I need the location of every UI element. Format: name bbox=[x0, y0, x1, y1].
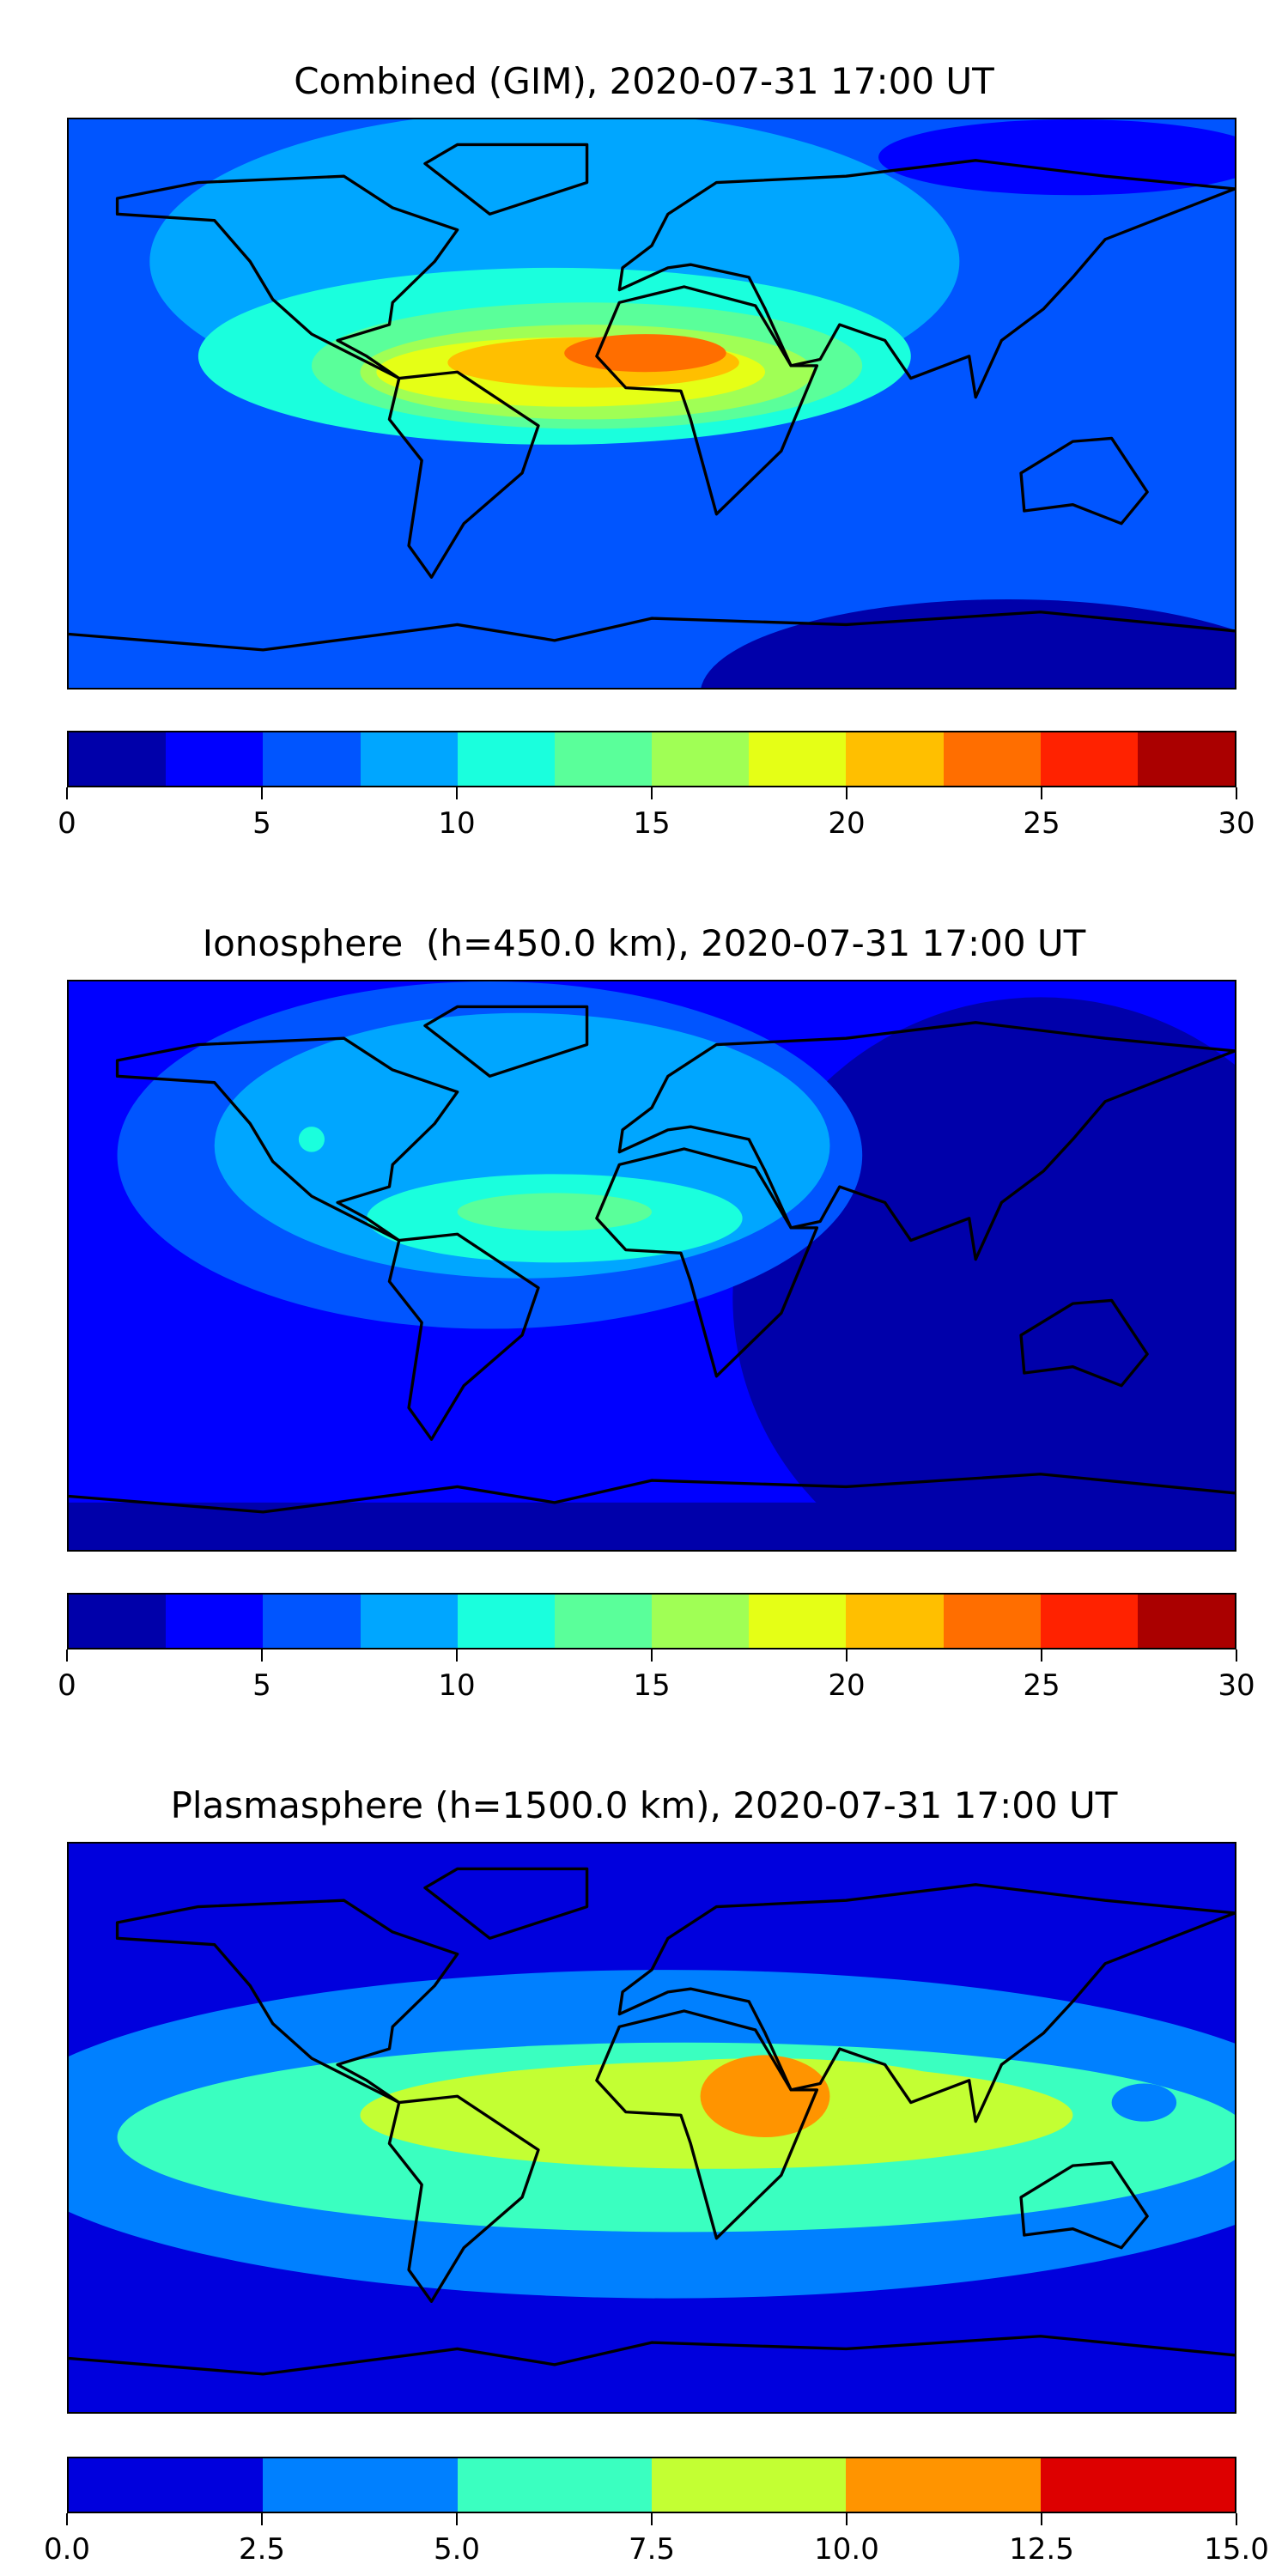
contour-fill bbox=[69, 1502, 1235, 1550]
colorbar-tick-mark bbox=[455, 1649, 458, 1662]
colorbar-tick-label: 10 bbox=[438, 1668, 476, 1703]
contour-fill bbox=[1111, 2083, 1177, 2122]
colorbar-tick-label: 25 bbox=[1023, 806, 1060, 841]
colorbar-tick-mark bbox=[1236, 1649, 1237, 1662]
colorbar-tick-label: 5 bbox=[252, 1668, 271, 1703]
colorbar-tick-label: 7.5 bbox=[628, 2532, 676, 2567]
contour-fill bbox=[700, 2055, 830, 2138]
colorbar-tick-label: 12.5 bbox=[1009, 2532, 1074, 2567]
contour-fill bbox=[564, 334, 726, 373]
combined-map bbox=[67, 118, 1236, 690]
colorbar bbox=[67, 731, 1236, 787]
colorbar-tick-label: 10 bbox=[438, 806, 476, 841]
contour-fill bbox=[878, 119, 1235, 196]
colorbar-tick-mark bbox=[455, 2513, 458, 2525]
contour-fill bbox=[457, 1193, 652, 1231]
colorbar-tick-mark bbox=[1236, 787, 1237, 799]
colorbar-tick-mark bbox=[845, 1649, 848, 1662]
colorbar-tick-label: 10.0 bbox=[814, 2532, 879, 2567]
panel-title: Ionosphere (h=450.0 km), 2020-07-31 17:0… bbox=[202, 922, 1086, 964]
plasmasphere-map bbox=[67, 1842, 1236, 2414]
colorbar-tick-mark bbox=[260, 1649, 263, 1662]
colorbar-tick-mark bbox=[260, 2513, 263, 2525]
colorbar-tick-mark bbox=[1041, 787, 1042, 799]
colorbar-ticks: 0 5 10 15 20 25 30 bbox=[58, 787, 1255, 841]
colorbar-tick-label: 15.0 bbox=[1204, 2532, 1269, 2567]
colorbar-tick-mark bbox=[66, 787, 68, 799]
colorbar-ticks: 0 5 10 15 20 25 30 bbox=[58, 1649, 1255, 1703]
contour-fill bbox=[701, 599, 1235, 688]
colorbar-tick-label: 30 bbox=[1218, 806, 1255, 841]
colorbar-tick-label: 0 bbox=[58, 806, 76, 841]
colorbar-tick-mark bbox=[651, 1649, 653, 1662]
colorbar-tick-mark bbox=[1236, 2513, 1237, 2525]
colorbar-tick-label: 0 bbox=[58, 1668, 76, 1703]
colorbar-tick-label: 5.0 bbox=[433, 2532, 481, 2567]
colorbar-tick-mark bbox=[1041, 1649, 1042, 1662]
colorbar-tick-label: 15 bbox=[633, 806, 671, 841]
colorbar-tick-label: 30 bbox=[1218, 1668, 1255, 1703]
colorbar-tick-label: 0.0 bbox=[43, 2532, 91, 2567]
colorbar bbox=[67, 1593, 1236, 1649]
panel-title: Plasmasphere (h=1500.0 km), 2020-07-31 1… bbox=[170, 1784, 1118, 1826]
colorbar-tick-label: 2.5 bbox=[238, 2532, 286, 2567]
colorbar-ticks: 0.0 2.5 5.0 7.5 10.0 12.5 15.0 bbox=[44, 2513, 1269, 2567]
colorbar-tick-label: 25 bbox=[1023, 1668, 1060, 1703]
colorbar-tick-label: 20 bbox=[828, 1668, 866, 1703]
colorbar-tick-mark bbox=[1041, 2513, 1042, 2525]
colorbar-tick-mark bbox=[651, 2513, 653, 2525]
ionosphere-map bbox=[67, 980, 1236, 1552]
colorbar-tick-label: 5 bbox=[252, 806, 271, 841]
colorbar bbox=[67, 2457, 1236, 2513]
contour-fill bbox=[298, 1127, 325, 1152]
colorbar-tick-mark bbox=[66, 2513, 68, 2525]
colorbar-tick-mark bbox=[845, 2513, 848, 2525]
panel-title: Combined (GIM), 2020-07-31 17:00 UT bbox=[294, 60, 994, 102]
colorbar-tick-mark bbox=[845, 787, 848, 799]
colorbar-tick-mark bbox=[455, 787, 458, 799]
colorbar-tick-label: 20 bbox=[828, 806, 866, 841]
colorbar-tick-label: 15 bbox=[633, 1668, 671, 1703]
colorbar-tick-mark bbox=[260, 787, 263, 799]
colorbar-tick-mark bbox=[66, 1649, 68, 1662]
colorbar-tick-mark bbox=[651, 787, 653, 799]
